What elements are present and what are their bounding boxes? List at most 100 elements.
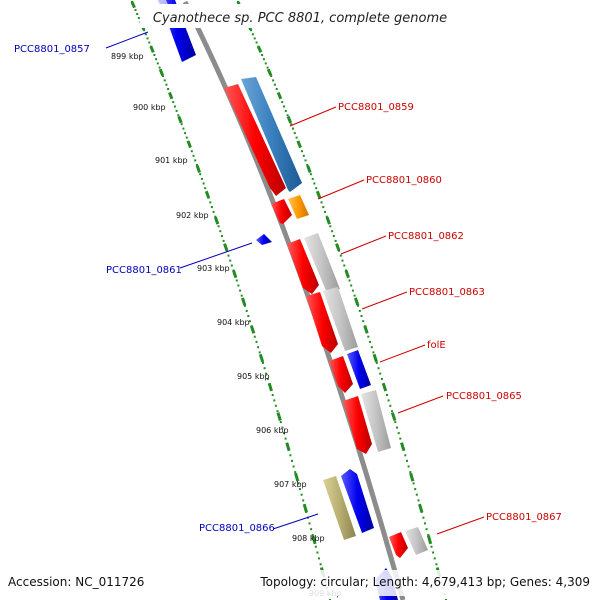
gene-feature[interactable] (323, 476, 356, 540)
ruler-dot (297, 482, 300, 485)
gene-feature[interactable] (306, 292, 338, 353)
gene-feature[interactable] (343, 396, 372, 454)
ruler-dot (313, 182, 316, 185)
ruler-dot (248, 320, 251, 323)
ruler-tick (158, 68, 164, 76)
tick-label: 904 kbp (217, 318, 250, 327)
ruler-dot (324, 210, 326, 213)
ruler-dot (380, 377, 383, 380)
gene-labels: PCC8801_0857 PCC8801_0859 PCC8801_0860 P… (14, 44, 562, 534)
gene-feature[interactable] (389, 532, 408, 558)
gene-label[interactable]: PCC8801_0863 (409, 287, 485, 298)
ruler-tick (276, 92, 283, 100)
ruler-dot (136, 13, 139, 15)
gene-feature[interactable] (405, 527, 428, 555)
ruler-dot (212, 210, 215, 213)
ruler-tick (195, 165, 202, 174)
ruler-dot (304, 159, 307, 162)
gene-label[interactable]: PCC8801_0857 (14, 44, 90, 55)
ruler-dot (294, 471, 297, 474)
ruler-tick (267, 382, 273, 392)
ruler-dot (172, 101, 175, 104)
gene-feature[interactable] (224, 84, 286, 196)
gene-feature[interactable] (323, 287, 358, 351)
gene-feature[interactable] (241, 77, 302, 192)
ruler-dot (214, 215, 217, 218)
tick-label: 903 kbp (197, 264, 230, 273)
gene-label[interactable]: PCC8801_0860 (366, 175, 442, 186)
ruler-dot (394, 421, 397, 424)
ruler-dot (217, 225, 220, 228)
ruler-dot (292, 465, 295, 468)
ruler-dot (284, 109, 287, 112)
tick-label: 905 kbp (237, 372, 270, 381)
ruler-tick (325, 216, 331, 225)
gene-label[interactable]: PCC8801_0867 (486, 512, 562, 523)
ruler-tick (286, 115, 293, 124)
gene-label[interactable]: PCC8801_0865 (446, 391, 522, 402)
ruler-dot (377, 367, 380, 370)
ruler-dot (353, 294, 356, 297)
ruler-tick (363, 325, 369, 334)
ruler-tick (186, 140, 192, 148)
ruler-tick (168, 92, 174, 100)
gene-feature[interactable] (288, 195, 309, 219)
ruler-dot (264, 62, 267, 65)
ruler-dot (319, 563, 322, 566)
ruler-dot (137, 17, 140, 19)
ruler-dot (372, 351, 375, 354)
ruler-dot (399, 437, 402, 440)
ruler-dot (415, 493, 418, 496)
ruler-dot (222, 239, 225, 242)
ruler-dot (184, 132, 187, 135)
ruler-tick (294, 472, 300, 482)
gene-label[interactable]: PCC8801_0866 (199, 523, 275, 534)
gene-feature[interactable] (287, 239, 319, 294)
ruler-dot (245, 309, 248, 312)
ruler-dot (167, 88, 170, 90)
ruler-tick (232, 270, 238, 279)
ruler-dot (272, 79, 275, 82)
ruler-dot (332, 235, 335, 237)
ruler-dot (407, 465, 410, 468)
ruler-tick (241, 297, 247, 306)
ruler-tick (258, 353, 265, 363)
ruler-dot (301, 150, 303, 153)
ruler-dot (360, 315, 363, 317)
ruler-dot (308, 522, 311, 525)
gene-label[interactable]: PCC8801_0859 (338, 102, 414, 113)
ruler-dot (432, 551, 435, 554)
accession-text: Accession: NC_011726 (8, 575, 144, 589)
ruler-dot (300, 493, 303, 496)
ruler-dot (190, 150, 193, 153)
gene-label[interactable]: PCC8801_0861 (106, 265, 182, 276)
ruler-dot (185, 136, 188, 139)
gene-label[interactable]: folE (427, 340, 446, 351)
gene-feature[interactable] (304, 233, 340, 293)
ruler-dot (182, 127, 185, 130)
ruler-dot (435, 563, 438, 566)
ruler-dot (177, 114, 180, 117)
ruler-dot (348, 279, 351, 282)
ruler-dot (262, 361, 264, 364)
ruler-dot (397, 432, 400, 435)
ruler-dot (295, 136, 298, 139)
ruler-dot (255, 41, 258, 44)
gene-feature[interactable] (361, 390, 391, 452)
gene-feature[interactable] (271, 199, 292, 224)
gene-feature[interactable] (347, 350, 371, 389)
ruler-dot (293, 132, 296, 135)
ruler-dot (134, 9, 137, 11)
gene-feature[interactable] (341, 469, 374, 533)
ruler-dot (204, 187, 207, 190)
gene-feature[interactable] (256, 234, 272, 245)
ruler-tick (400, 442, 406, 452)
ruler-tick (213, 216, 220, 225)
ruler-dot (369, 340, 371, 343)
ruler-dot (427, 534, 430, 536)
gene-feature[interactable] (329, 356, 353, 393)
ruler-dot (219, 230, 222, 233)
ruler-tick (276, 412, 282, 422)
gene-label[interactable]: PCC8801_0862 (388, 231, 464, 242)
ruler-dot (286, 114, 289, 117)
